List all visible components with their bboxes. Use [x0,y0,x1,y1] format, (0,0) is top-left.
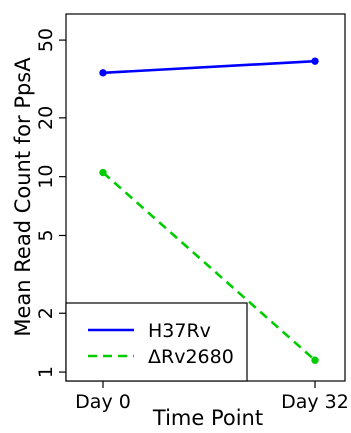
x-tick-label: Day 0 [75,391,131,413]
y-tick-label: 5 [35,229,57,241]
y-tick-label: 2 [35,307,57,319]
x-axis-ticks: Day 0 Day 32 [75,381,349,413]
series-0-point [99,69,107,77]
series-0-line [102,59,316,75]
series-1-point [99,168,107,177]
series-1-point [311,356,319,364]
legend-box [65,302,248,382]
series-layer [99,57,319,364]
y-axis-title: Mean Read Count for PpsA [11,57,35,337]
legend-label-h37rv: H37Rv [148,320,211,342]
y-tick-label: 20 [35,106,57,130]
legend: H37Rv ΔRv2680 [65,302,248,382]
series-0-point [311,57,319,65]
x-tick-label: Day 32 [281,391,349,413]
series-1-line [102,171,316,362]
legend-label-drv2680: ΔRv2680 [148,346,234,368]
x-axis-title: Time Point [152,406,263,430]
y-tick-label: 50 [35,28,57,52]
y-tick-label: 1 [35,366,57,378]
y-axis-ticks: 1 2 5 10 20 50 [35,28,66,378]
y-tick-label: 10 [35,165,57,189]
